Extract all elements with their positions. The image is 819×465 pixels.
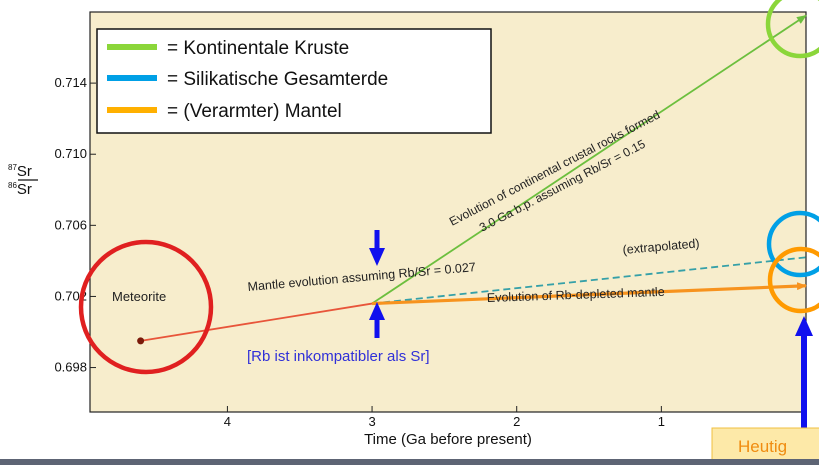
today-label: Heutig [738, 437, 787, 456]
legend-label-continental: = Kontinentale Kruste [167, 38, 349, 59]
continental-highlight-circle [765, 0, 819, 59]
legend-swatch-bulk-earth [107, 75, 157, 81]
legend-swatch-continental [107, 44, 157, 50]
x-tick-label: 3 [368, 414, 375, 429]
y-tick-label: 0.706 [54, 217, 87, 232]
bulk-earth-highlight-circle [766, 210, 819, 278]
bottom-strip [0, 459, 819, 465]
rb-note: [Rb ist inkompatibler als Sr] [247, 348, 430, 365]
legend-swatch-mantle [107, 107, 157, 113]
meteorite-label: Meteorite [112, 289, 166, 304]
series-line-continental [371, 14, 807, 305]
legend-label-mantle: = (Verarmter) Mantel [167, 101, 342, 122]
meteorite-highlight-circle [78, 239, 214, 375]
series-layer [140, 14, 807, 342]
y-label-denominator: 86Sr [8, 181, 32, 198]
axis-ticks: 4 3 2 1 0.698 0.702 0.706 0.710 0.714 [54, 75, 665, 429]
y-tick-label: 0.698 [54, 360, 87, 375]
marker-arrow-up [369, 302, 385, 338]
depleted-annotation: Evolution of Rb-depleted mantle [487, 285, 665, 305]
today-arrow [795, 316, 813, 428]
y-axis-label: 87Sr 86Sr [8, 163, 38, 198]
legend: = Kontinentale Kruste = Silikatische Ges… [96, 28, 492, 134]
y-tick-label: 0.710 [54, 146, 87, 161]
x-tick-label: 2 [513, 414, 520, 429]
x-tick-label: 4 [224, 414, 231, 429]
extrapolated-annotation: (extrapolated) [622, 236, 700, 257]
marker-arrow-down [369, 230, 385, 266]
meteorite-point [137, 337, 145, 345]
y-tick-label: 0.714 [54, 75, 87, 90]
series-line-depleted-mantle [371, 282, 807, 306]
y-tick-label: 0.702 [54, 288, 87, 303]
y-label-numerator: 87Sr [8, 163, 32, 180]
series-line-extrapolated [371, 256, 807, 305]
mantle-highlight-circle [767, 246, 819, 314]
x-tick-label: 1 [658, 414, 665, 429]
legend-label-bulk-earth: = Silikatische Gesamterde [167, 69, 388, 90]
series-line-meteorite-to-mantle [140, 302, 373, 342]
x-axis-label: Time (Ga before present) [364, 431, 532, 448]
